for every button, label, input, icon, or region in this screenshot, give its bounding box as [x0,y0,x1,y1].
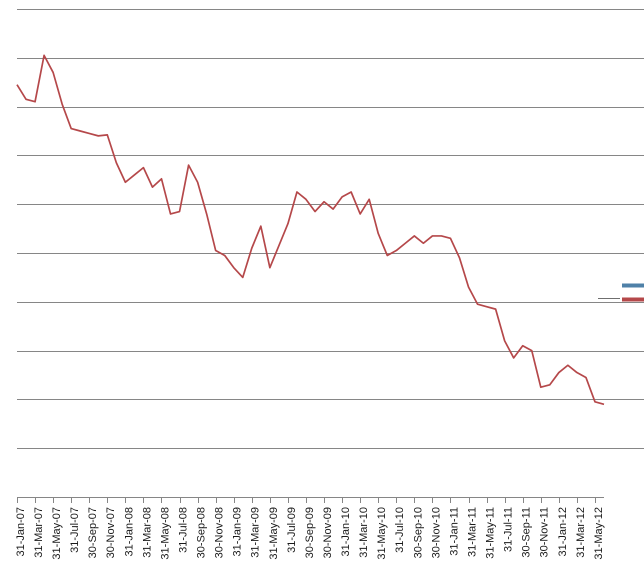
x-axis-tick-label: 31-May-07 [51,507,63,560]
x-axis-tick-label: 30-Sep-08 [196,507,208,558]
x-axis-tick-label: 31-Mar-10 [358,507,370,558]
x-axis-tick-label: 31-Jan-09 [232,507,244,557]
x-axis-tick-label: 31-Jan-12 [557,507,569,557]
x-axis-tick-label: 31-Jul-10 [394,507,406,553]
x-axis-tick-label: 31-May-12 [593,507,605,560]
x-axis-tick-label: 31-Mar-11 [466,507,478,557]
x-axis-tick-label: 30-Sep-10 [412,507,424,558]
x-axis-tick-label: 31-May-10 [376,507,388,560]
x-axis-tick-label: 31-Mar-08 [141,507,153,558]
data-series-group [16,54,605,406]
x-axis-tick-label: 31-Jul-07 [69,507,81,553]
x-axis-tick-label: 30-Nov-08 [214,507,226,558]
x-axis-tick-label: 30-Sep-09 [304,507,316,558]
chart-legend [598,283,644,302]
x-axis-tick-label: 30-Nov-11 [539,507,551,558]
x-axis-tick-label: 30-Nov-10 [430,507,442,558]
series-line-2 [16,54,605,406]
x-axis-tick-label: 30-Nov-09 [322,507,334,558]
x-axis-tick-label: 31-Jan-08 [123,507,135,557]
x-axis-tick-marks [17,498,596,503]
x-axis-tick-label: 31-Jan-07 [15,507,27,557]
gridlines [17,9,644,449]
x-axis-tick-label: 31-Jan-11 [448,507,460,556]
x-axis-tick-label: 31-Mar-09 [250,507,262,558]
x-axis-tick-label: 31-May-09 [268,507,280,560]
x-axis-tick-label: 31-Jul-08 [177,507,189,553]
x-axis-tick-label: 31-Mar-12 [575,507,587,558]
x-axis-tick-label: 30-Sep-11 [521,507,533,558]
x-axis-tick-label: 31-May-11 [485,507,497,559]
x-axis-tick-label: 31-Mar-07 [33,507,45,558]
x-axis-tick-label: 30-Nov-07 [105,507,117,558]
x-axis-tick-label: 31-May-08 [159,507,171,560]
x-axis-tick-label: 31-Jul-09 [286,507,298,553]
x-axis-tick-label: 31-Jan-10 [340,507,352,557]
x-axis-tick-labels: 31-Jan-07 31-Mar-07 31-May-07 31-Jul-07 30-S… [15,507,605,560]
x-axis-tick-label: 31-Jul-11 [503,507,515,552]
x-axis-tick-label: 30-Sep-07 [87,507,99,558]
